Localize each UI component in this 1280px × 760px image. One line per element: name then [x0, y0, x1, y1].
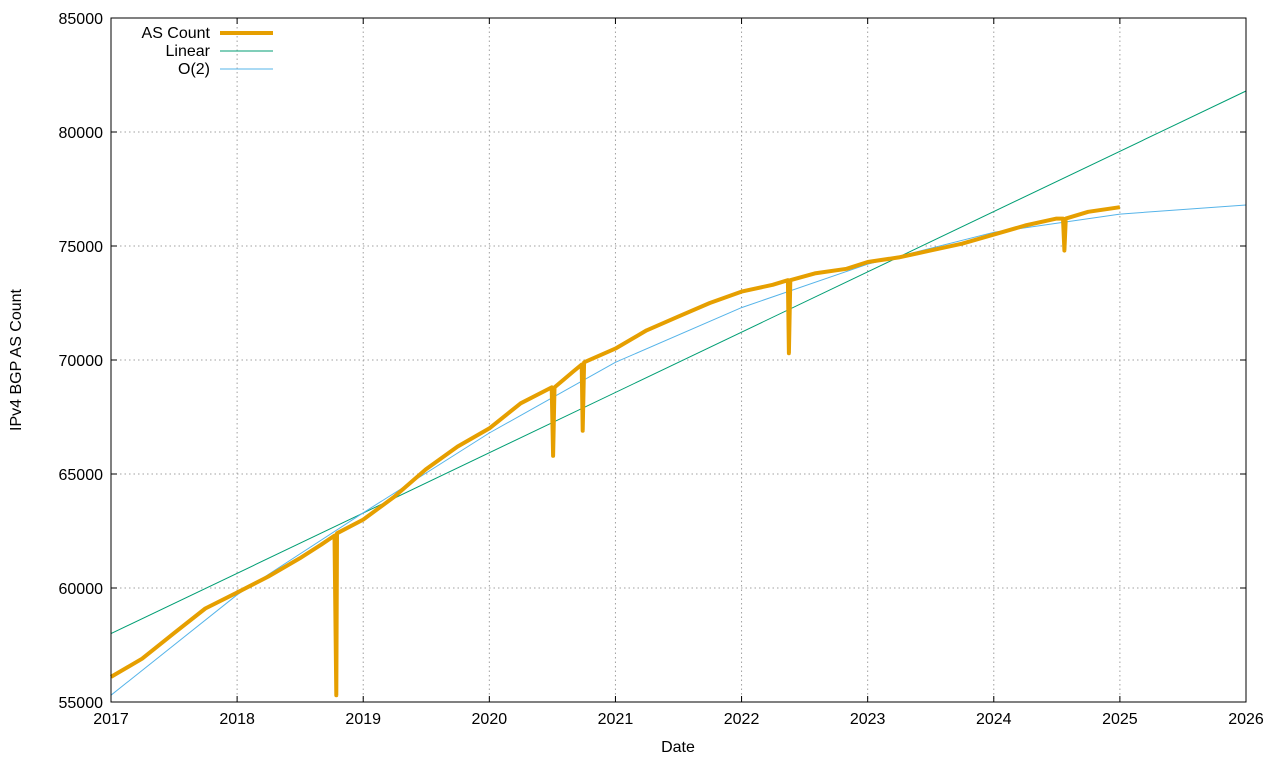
y-tick-label: 70000: [59, 353, 104, 370]
legend-label-o2: O(2): [178, 61, 210, 78]
x-tick-label: 2025: [1102, 711, 1138, 728]
y-tick-label: 55000: [59, 695, 104, 712]
linear-series-line: [110, 90, 1247, 635]
x-axis-label: Date: [661, 739, 695, 756]
legend-label-linear: Linear: [166, 43, 211, 60]
x-tick-label: 2020: [472, 711, 508, 728]
x-tick-label: 2019: [345, 711, 381, 728]
grid-layer: [111, 18, 1246, 702]
o2-series-line: [110, 204, 1247, 696]
x-tick-label: 2022: [724, 711, 760, 728]
y-tick-label: 65000: [59, 467, 104, 484]
x-axis: 2017 2018 2019 2020 2021 2022 2023 2024 2025 2026: [93, 18, 1264, 728]
y-axis-label: IPv4 BGP AS Count: [8, 288, 25, 431]
x-tick-label: 2018: [219, 711, 255, 728]
x-tick-label: 2026: [1228, 711, 1264, 728]
y-tick-label: 75000: [59, 239, 104, 256]
legend-label-as-count: AS Count: [142, 25, 211, 42]
x-tick-label: 2024: [976, 711, 1012, 728]
y-tick-label: 85000: [59, 11, 104, 28]
y-axis: 55000 60000 65000 70000 75000 80000 85000: [59, 11, 1246, 712]
y-tick-label: 80000: [59, 125, 104, 142]
as-count-series-line: [109, 205, 1121, 698]
x-tick-label: 2023: [850, 711, 886, 728]
series-layer: [109, 90, 1247, 698]
x-tick-label: 2017: [93, 711, 129, 728]
y-tick-label: 60000: [59, 581, 104, 598]
x-tick-label: 2021: [598, 711, 634, 728]
